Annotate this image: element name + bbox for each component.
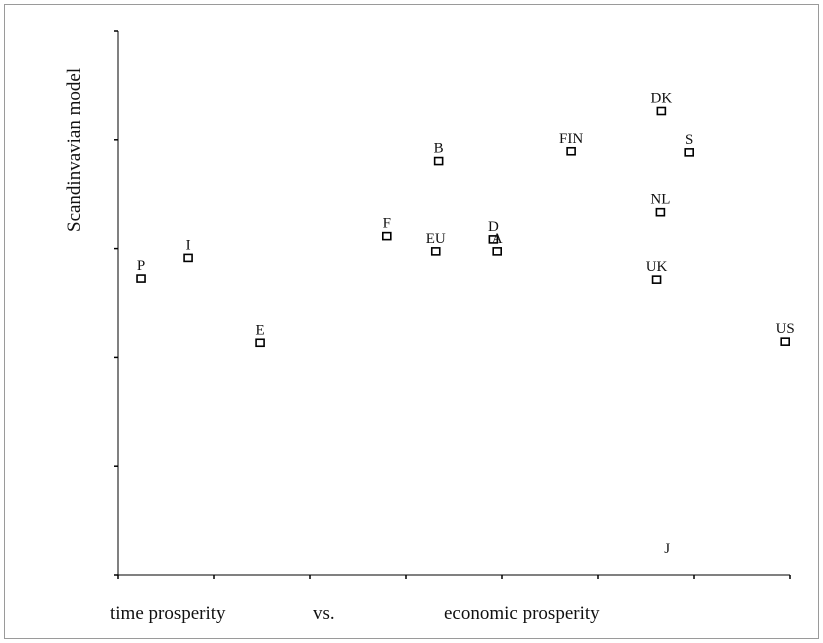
data-point-label: D <box>488 219 499 235</box>
data-point-label: EU <box>426 231 446 247</box>
data-point-label: NL <box>650 192 670 208</box>
data-point-marker <box>566 146 576 156</box>
data-point-marker <box>183 253 193 263</box>
data-point-label: F <box>383 216 391 232</box>
data-point-marker <box>492 247 503 256</box>
data-point-marker <box>684 148 695 157</box>
data-point-label: I <box>186 237 191 253</box>
data-point-label: US <box>776 321 795 337</box>
x-caption-mid: vs. <box>313 603 335 624</box>
data-point-marker <box>656 106 667 116</box>
data-point-marker <box>433 156 444 166</box>
data-point-label: DK <box>651 91 673 107</box>
x-caption-left: time prosperity <box>110 603 226 624</box>
data-point-marker <box>255 338 265 348</box>
data-point-label: FIN <box>559 131 583 147</box>
data-point-label: B <box>434 141 444 157</box>
data-point-marker <box>430 247 441 256</box>
data-point-label: A <box>492 231 503 247</box>
data-point-label: UK <box>646 259 668 275</box>
data-point-marker <box>780 337 791 346</box>
data-point-label: E <box>255 322 264 338</box>
chart-frame <box>4 4 819 639</box>
data-point-marker <box>488 235 499 244</box>
data-point-marker <box>655 207 666 217</box>
data-point-label: S <box>685 132 693 148</box>
data-point-label: P <box>137 258 145 274</box>
data-point-marker <box>136 274 146 283</box>
data-point-marker <box>651 275 662 284</box>
data-point-marker <box>381 231 392 241</box>
data-point-label: J <box>664 541 670 557</box>
x-caption-right: economic prosperity <box>444 603 600 624</box>
